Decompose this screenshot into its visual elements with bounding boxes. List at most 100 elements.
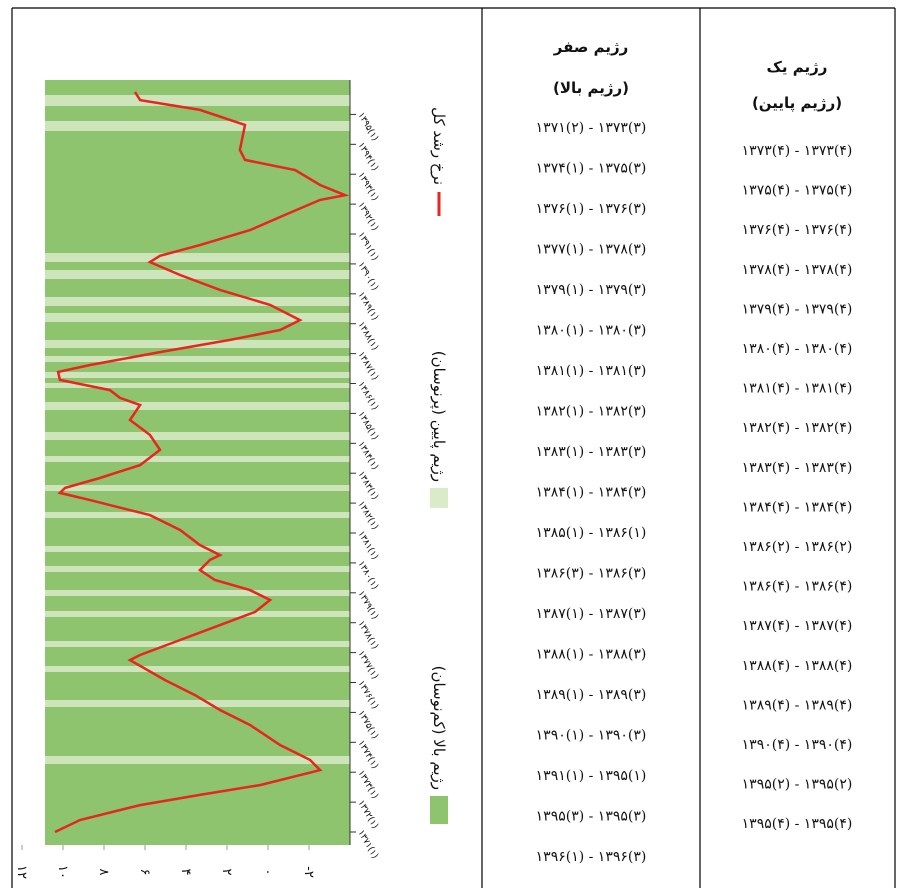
x-tick-label: ۱۳۸۴(۱) [355,440,379,472]
table-cell: ۱۳۷۹(۴) - ۱۳۷۹(۴) [742,301,853,317]
table-cell: ۱۳۷۴(۱) - ۱۳۷۵(۳) [536,161,647,177]
table-cell: ۱۳۸۳(۴) - ۱۳۸۳(۴) [742,460,853,476]
table-cell: ۱۳۷۶(۱) - ۱۳۷۶(۳) [536,201,647,217]
regime-band [45,566,350,572]
x-tick-label: ۱۳۷۱(۱) [355,829,379,861]
y-tick-label: ۶ [137,869,152,876]
table-cell: ۱۳۸۹(۱) - ۱۳۸۹(۳) [536,687,647,703]
regime-band [45,121,350,131]
table-cell: ۱۳۸۰(۴) - ۱۳۸۰(۴) [742,341,853,357]
y-tick-label: ۰ [260,869,275,876]
table-cell: ۱۳۹۵(۳) - ۱۳۹۵(۳) [536,809,647,825]
table-cell: ۱۳۷۱(۲) - ۱۳۷۳(۳) [536,120,647,136]
x-tick-label: ۱۳۷۶(۱) [355,679,379,711]
y-tick-label: ۸ [96,869,111,876]
x-tick-label: ۱۳۷۳(۱) [355,769,379,801]
table-cell: ۱۳۸۲(۴) - ۱۳۸۲(۴) [742,420,853,436]
y-tick-label: ۱۲ [14,865,29,879]
table-cell: ۱۳۷۸(۴) - ۱۳۷۸(۴) [742,262,853,278]
table-cell: ۱۳۹۵(۴) - ۱۳۹۵(۴) [742,816,853,832]
regime-band [45,641,350,647]
table: رژیم صفر (رژیم بالا) ۱۳۷۱(۲) - ۱۳۷۳(۳) ۱۳۷۴… [536,38,853,865]
regime-band [45,297,350,306]
legend-swatch [430,488,448,508]
y-tick-label: ۱۰ [55,865,70,879]
column-header: (رژیم بالا) [553,79,629,97]
x-tick-label: ۱۳۸۳(۱) [355,470,379,502]
table-cell: ۱۳۸۶(۴) - ۱۳۸۶(۴) [742,579,853,595]
table-cell: ۱۳۸۹(۴) - ۱۳۸۹(۴) [742,697,853,713]
table-cell: ۱۳۹۰(۱) - ۱۳۹۰(۳) [536,728,647,744]
regime-band [45,590,350,596]
table-cell: ۱۳۷۶(۴) - ۱۳۷۶(۴) [742,222,853,238]
x-tick-label: ۱۳۹۵(۱) [355,111,379,143]
legend-label: رژیم پایین (پرنوسان) [429,351,448,482]
x-tick-label: ۱۳۹۱(۱) [355,231,379,263]
table-cell: ۱۳۸۴(۱) - ۱۳۸۴(۳) [536,485,647,501]
x-tick-label: ۱۳۹۰(۱) [355,260,379,292]
table-cell: ۱۳۸۴(۴) - ۱۳۸۴(۴) [742,499,853,515]
column-header: رژیم صفر [553,38,629,56]
x-tick-label: ۱۳۹۲(۱) [355,201,379,233]
regime-band [45,756,350,764]
table-cell: ۱۳۸۶(۲) - ۱۳۸۶(۲) [742,539,853,555]
table-cell: ۱۳۸۲(۱) - ۱۳۸۲(۳) [536,404,647,420]
x-tick-label: ۱۳۷۸(۱) [355,619,379,651]
legend-swatch [430,796,448,824]
data-line [54,91,350,834]
x-tick-label: ۱۳۹۳(۱) [355,171,379,203]
column-header: رژیم یک [767,58,828,76]
regime-band [45,611,350,617]
x-tick-label: ۱۳۷۷(۱) [355,649,379,681]
regime-band [45,95,350,106]
regime-area [45,80,350,845]
table-cell: ۱۳۸۵(۱) - ۱۳۸۶(۱) [536,525,647,541]
x-tick-label: ۱۳۸۰(۱) [355,559,379,591]
regime-band [45,456,350,462]
table-cell: ۱۳۸۱(۴) - ۱۳۸۱(۴) [742,381,853,397]
legend: نرخ رشد کل رژیم پایین (پرنوسان) رژیم بالا … [429,107,448,824]
x-tick-label: ۱۳۹۴(۱) [355,141,379,173]
x-tick-label: ۱۳۸۷(۱) [355,350,379,382]
x-tick-label: ۱۳۷۵(۱) [355,709,379,741]
x-tick-label: ۱۳۸۲(۱) [355,500,379,532]
regime-band [45,700,350,707]
table-cell: ۱۳۸۶(۳) - ۱۳۸۶(۳) [536,566,647,582]
table-cell: ۱۳۸۷(۱) - ۱۳۸۷(۳) [536,606,647,622]
regime-band [45,313,350,322]
table-cell: ۱۳۹۰(۴) - ۱۳۹۰(۴) [742,737,853,753]
x-tick-label: ۱۳۷۹(۱) [355,589,379,621]
table-cell: ۱۳۷۷(۱) - ۱۳۷۸(۳) [536,242,647,258]
chart: ۱۳۷۱(۱)۱۳۷۲(۱)۱۳۷۳(۱)۱۳۷۴(۱)۱۳۷۵(۱)۱۳۷۶(… [14,80,448,879]
x-tick-label: ۱۳۸۵(۱) [355,410,379,442]
legend-label: نرخ رشد کل [430,107,448,185]
x-tick-label: ۱۳۸۱(۱) [355,530,379,562]
table-cell: ۱۳۸۸(۴) - ۱۳۸۸(۴) [742,658,853,674]
regime-band [45,485,350,491]
table-cell: ۱۳۸۷(۴) - ۱۳۸۷(۴) [742,618,853,634]
regime-band [45,666,350,672]
regime-band [45,546,350,552]
table-cell: ۱۳۸۰(۱) - ۱۳۸۰(۳) [536,323,647,339]
x-tick-label: ۱۳۷۲(۱) [355,799,379,831]
table-cell: ۱۳۷۳(۴) - ۱۳۷۳(۴) [742,143,853,159]
table-cell: ۱۳۸۸(۱) - ۱۳۸۸(۳) [536,647,647,663]
x-tick-label: ۱۳۷۴(۱) [355,739,379,771]
regime-band [45,340,350,348]
regime-band [45,270,350,279]
regime-band [45,402,350,410]
regime-band [45,253,350,262]
regime-band [45,356,350,362]
legend-label: رژیم بالا (کم‌نوسان) [430,666,448,790]
regime-band [45,372,350,378]
x-tick-label: ۱۳۸۹(۱) [355,290,379,322]
regime-band [45,383,350,388]
table-cell: ۱۳۹۵(۲) - ۱۳۹۵(۲) [742,777,853,793]
table-cell: ۱۳۸۱(۱) - ۱۳۸۱(۳) [536,363,647,379]
x-tick-label: ۱۳۸۶(۱) [355,380,379,412]
regime-band [45,432,350,440]
x-tick-label: ۱۳۸۸(۱) [355,320,379,352]
table-cell: ۱۳۸۳(۱) - ۱۳۸۳(۳) [536,444,647,460]
column-header: (رژیم پایین) [752,94,842,113]
table-cell: ۱۳۷۹(۱) - ۱۳۷۹(۳) [536,282,647,298]
